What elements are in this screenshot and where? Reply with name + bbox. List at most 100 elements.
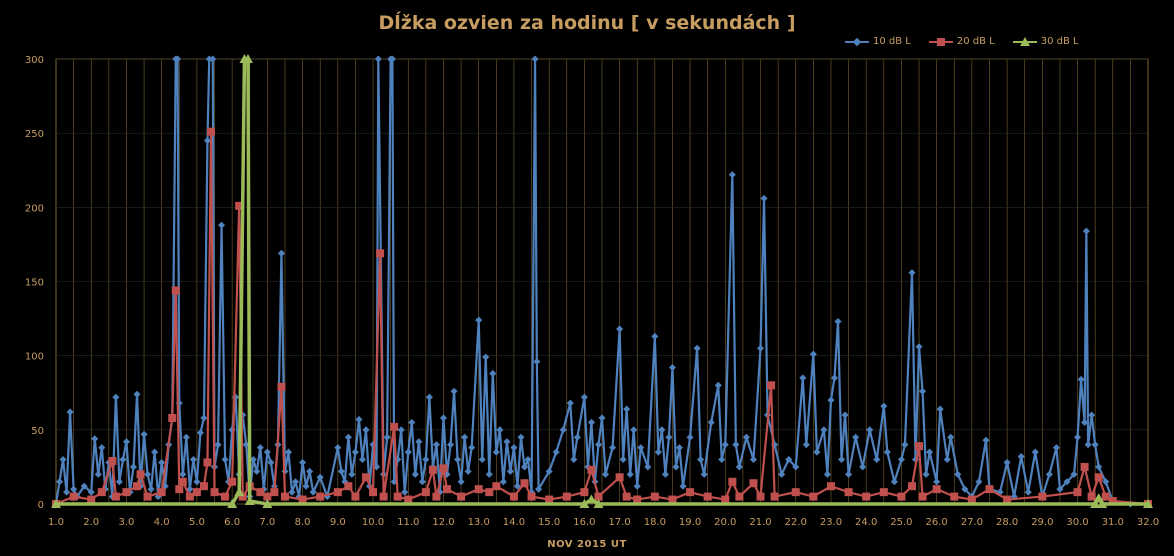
data-point-series-1: [80, 482, 88, 490]
data-point-series-1: [418, 478, 426, 486]
x-tick-label: 15.0: [538, 517, 560, 528]
data-point-series-1: [947, 433, 955, 441]
data-point-series-1: [901, 441, 909, 449]
data-point-series-2: [69, 492, 78, 501]
data-point-series-3: [593, 499, 604, 508]
data-point-series-1: [531, 55, 539, 63]
data-point-series-1: [158, 458, 166, 467]
x-tick-label: 4.0: [154, 517, 170, 528]
data-point-series-2: [228, 477, 237, 486]
data-point-series-3: [244, 496, 255, 506]
x-tick-label: 5.0: [189, 517, 205, 528]
data-point-series-1: [351, 448, 359, 456]
data-point-series-1: [570, 455, 578, 464]
data-point-series-2: [580, 488, 589, 497]
data-point-series-1: [1102, 478, 1110, 486]
data-point-series-1: [626, 470, 634, 478]
data-point-series-3: [242, 54, 253, 63]
data-point-series-1: [337, 467, 345, 475]
data-point-series-1: [306, 467, 314, 475]
data-point-series-1: [809, 350, 817, 358]
data-point-series-2: [615, 473, 624, 482]
data-point-series-1: [841, 411, 849, 419]
data-point-series-1: [890, 478, 898, 486]
data-point-series-1: [982, 436, 990, 444]
data-point-series-1: [1091, 441, 1099, 449]
data-point-series-1: [464, 467, 472, 475]
data-point-series-3: [1097, 499, 1108, 508]
y-tick-label: 300: [25, 55, 44, 66]
data-point-series-1: [697, 455, 705, 464]
data-point-series-2: [767, 381, 776, 390]
data-point-series-1: [533, 358, 541, 366]
data-point-series-1: [432, 441, 440, 449]
y-tick-label: 0: [38, 500, 44, 511]
data-point-series-1: [580, 393, 588, 401]
data-point-series-1: [193, 478, 201, 486]
data-point-series-1: [661, 470, 669, 478]
data-point-series-1: [721, 441, 729, 449]
data-point-series-1: [559, 426, 567, 434]
data-point-series-1: [70, 485, 78, 493]
data-point-series-2: [376, 249, 385, 258]
data-point-series-1: [658, 426, 666, 434]
legend-item-series-1: 10 dB L: [845, 36, 911, 47]
data-point-series-2: [316, 492, 325, 501]
data-point-series-1: [334, 444, 342, 452]
data-point-series-1: [291, 478, 300, 486]
y-tick-label: 250: [25, 129, 44, 140]
data-point-series-1: [598, 414, 606, 422]
data-point-series-1: [908, 269, 916, 277]
data-point-series-1: [63, 488, 71, 496]
data-point-series-1: [672, 463, 680, 471]
data-point-series-1: [422, 455, 430, 464]
data-point-series-1: [415, 438, 423, 446]
data-point-series-2: [192, 488, 201, 497]
data-point-series-1: [897, 455, 905, 464]
data-point-series-1: [1074, 433, 1082, 441]
data-point-series-2: [280, 492, 289, 501]
data-point-series-2: [210, 488, 219, 497]
data-point-series-1: [679, 482, 687, 490]
data-point-series-2: [298, 495, 307, 504]
data-point-series-1: [707, 418, 715, 426]
data-point-series-3: [262, 499, 273, 508]
data-point-series-1: [919, 387, 927, 395]
data-point-series-1: [98, 444, 106, 452]
data-point-series-1: [404, 448, 412, 456]
data-point-series-2: [587, 465, 596, 474]
data-point-series-2: [809, 492, 818, 501]
data-point-series-1: [1031, 448, 1039, 456]
data-point-series-1: [284, 448, 293, 456]
y-tick-label: 100: [25, 352, 44, 363]
data-point-series-1: [1017, 452, 1025, 461]
data-point-series-1: [461, 433, 469, 441]
data-point-series-1: [573, 433, 581, 441]
data-point-series-2: [915, 442, 924, 451]
data-point-series-2: [721, 495, 730, 504]
data-point-series-1: [837, 455, 846, 464]
data-point-series-1: [922, 470, 930, 478]
data-point-series-2: [133, 482, 142, 491]
data-point-series-1: [94, 470, 102, 478]
data-point-series-1: [214, 441, 222, 449]
data-point-series-2: [404, 495, 413, 504]
data-point-series-1: [675, 444, 684, 452]
x-tick-label: 18.0: [644, 517, 666, 528]
data-point-series-1: [140, 430, 148, 438]
data-point-series-1: [1024, 488, 1032, 496]
data-point-series-1: [277, 249, 285, 257]
data-point-series-2: [1003, 495, 1012, 504]
data-point-series-1: [535, 485, 543, 493]
data-point-series-1: [693, 344, 701, 352]
x-tick-label: 28.0: [996, 517, 1018, 528]
data-point-series-2: [791, 488, 800, 497]
data-point-series-1: [820, 426, 828, 434]
data-point-series-1: [616, 325, 624, 333]
data-point-series-1: [499, 478, 507, 486]
data-point-series-1: [834, 318, 842, 326]
data-point-series-2: [862, 492, 871, 501]
data-point-series-2: [907, 482, 916, 491]
x-tick-label: 32.0: [1137, 517, 1159, 528]
x-tick-label: 21.0: [749, 517, 771, 528]
